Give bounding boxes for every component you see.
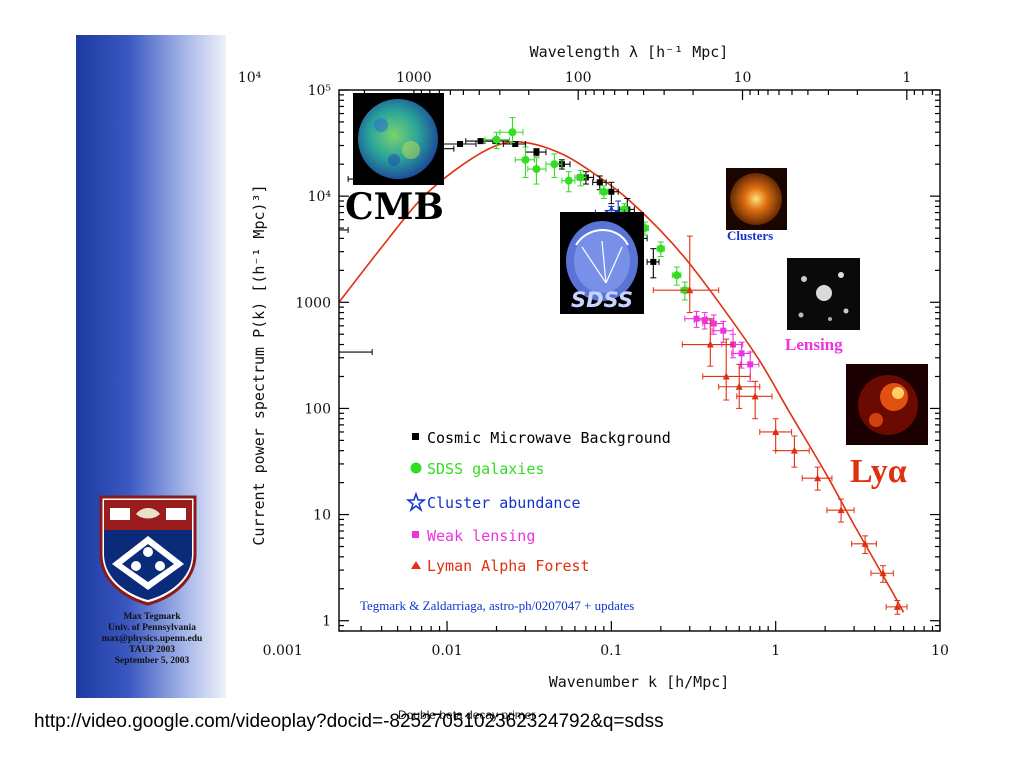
- cosmic-microwave-background-point: [477, 138, 484, 145]
- legend-item: Cosmic Microwave Background: [427, 429, 671, 447]
- credit-line: TAUP 2003: [128, 645, 175, 655]
- top-tick-label: 1000: [396, 70, 432, 86]
- cosmic-microwave-background-point: [457, 140, 464, 147]
- weak-lensing-point: [710, 320, 717, 327]
- author-credit: Max Tegmark Univ. of Pennsylvania max@ph…: [82, 612, 222, 667]
- power-spectrum-chart: Wavelength λ [h⁻¹ Mpc] Wavenumber k [h/M…: [238, 43, 949, 691]
- clusters-label: Clusters: [727, 228, 773, 243]
- cosmic-microwave-background-point: [650, 258, 657, 265]
- top-tick-label: 10⁴: [238, 70, 262, 86]
- top-tick-label: 1: [902, 70, 911, 86]
- x-tick-label: 0.01: [431, 643, 462, 659]
- y-tick-label: 10⁴: [308, 189, 332, 205]
- model-curve: [339, 140, 905, 613]
- legend-marker: [411, 561, 421, 569]
- credit-line: Univ. of Pennsylvania: [108, 623, 196, 633]
- lyman-alpha-forest-point: [751, 392, 759, 400]
- y-tick-label: 10: [313, 508, 331, 524]
- legend-marker: [412, 433, 419, 440]
- lyman-alpha-quasar-image: [846, 364, 928, 445]
- lyman-alpha-forest-point: [722, 372, 730, 380]
- top-tick-label: 100: [565, 70, 592, 86]
- sdss-galaxies-point: [532, 165, 541, 174]
- model-curve-line: [339, 140, 905, 613]
- sdss-telescope-image: [560, 212, 644, 314]
- lyman-alpha-forest-point: [772, 427, 780, 435]
- sdss-galaxies-point: [492, 135, 501, 144]
- x-tick-label: 1: [771, 643, 780, 659]
- lyman-alpha-label: Lyα: [850, 453, 907, 490]
- axis-ticks: 0.001 0.01 0.1 1 10 10⁴ 1000 100 10 1 1 10 100 1000 10…: [238, 70, 949, 659]
- lyman-alpha-forest-point: [837, 506, 845, 514]
- sdss-galaxies-point: [672, 271, 681, 280]
- lyman-alpha-forest-point: [861, 539, 869, 547]
- cmb-sky-map-image: [353, 93, 444, 185]
- y-tick-label: 1000: [295, 295, 331, 311]
- cosmic-microwave-background-point: [596, 179, 603, 186]
- credit-line: Max Tegmark: [123, 612, 181, 622]
- credit-line: September 5, 2003: [114, 656, 190, 666]
- galaxy-cluster-image: [726, 168, 787, 230]
- lensing-image: [787, 258, 860, 330]
- sdss-galaxies-point: [508, 128, 517, 137]
- sdss-galaxies-point: [564, 176, 573, 185]
- x-tick-label: 0.1: [600, 643, 622, 659]
- lyman-alpha-forest-point: [686, 286, 694, 294]
- lyman-alpha-forest-point: [879, 569, 887, 577]
- weak-lensing-point: [693, 315, 700, 322]
- lensing-label: Lensing: [785, 335, 843, 354]
- lyman-alpha-forest-point: [735, 382, 743, 390]
- weak-lensing-point: [738, 350, 745, 357]
- sdss-galaxies-point: [521, 155, 530, 164]
- y-axis-title: Current power spectrum P(k) [(h⁻¹ Mpc)³]: [250, 184, 268, 545]
- sdss-galaxies-point: [599, 187, 608, 196]
- sdss-galaxies-point: [576, 173, 585, 182]
- legend: Cosmic Microwave Background SDSS galaxie…: [405, 429, 671, 575]
- credit-line: max@physics.upenn.edu: [101, 634, 203, 644]
- sdss-galaxies-point: [550, 160, 559, 169]
- slide-caption: Double beta decay primer: [398, 708, 536, 722]
- weak-lensing-point: [720, 327, 727, 334]
- sdss-galaxies-point: [620, 205, 629, 214]
- y-tick-label: 1: [322, 614, 331, 630]
- cosmic-microwave-background-point: [608, 188, 615, 195]
- weak-lensing-point: [747, 361, 754, 368]
- legend-item: Lyman Alpha Forest: [427, 557, 590, 575]
- legend-item: SDSS galaxies: [427, 460, 544, 478]
- legend-marker: [412, 531, 419, 538]
- sdss-label: SDSS: [571, 288, 633, 312]
- weak-lensing-point: [701, 317, 708, 324]
- cosmic-microwave-background-point: [293, 227, 299, 233]
- lyman-alpha-forest-point: [790, 446, 798, 454]
- lyman-alpha-forest-point: [706, 340, 714, 348]
- legend-item: Weak lensing: [427, 527, 535, 545]
- top-tick-label: 10: [734, 70, 752, 86]
- cosmic-microwave-background-point: [533, 149, 540, 156]
- legend-marker: [405, 491, 427, 513]
- cosmic-microwave-background-point: [512, 140, 519, 147]
- y-tick-label: 10⁵: [308, 83, 332, 99]
- x-tick-label: 0.001: [263, 643, 303, 659]
- sdss-galaxies-point: [656, 244, 665, 253]
- university-shield-logo: [99, 495, 197, 606]
- legend-marker: [410, 462, 422, 474]
- video-url-link[interactable]: http://video.google.com/videoplay?docid=…: [34, 711, 664, 732]
- y-tick-label: 100: [304, 401, 331, 417]
- lyman-alpha-forest-point: [893, 602, 901, 610]
- cmb-label: CMB: [345, 186, 444, 228]
- x-axis-title: Wavenumber k [h/Mpc]: [549, 673, 730, 691]
- reference-credit: Tegmark & Zaldarriaga, astro-ph/0207047 …: [360, 598, 634, 613]
- lyman-alpha-forest-point: [814, 474, 822, 482]
- x-tick-label: 10: [931, 643, 949, 659]
- legend-item: Cluster abundance: [427, 494, 581, 512]
- top-axis-title: Wavelength λ [h⁻¹ Mpc]: [530, 43, 729, 61]
- plot-frame: [338, 89, 941, 632]
